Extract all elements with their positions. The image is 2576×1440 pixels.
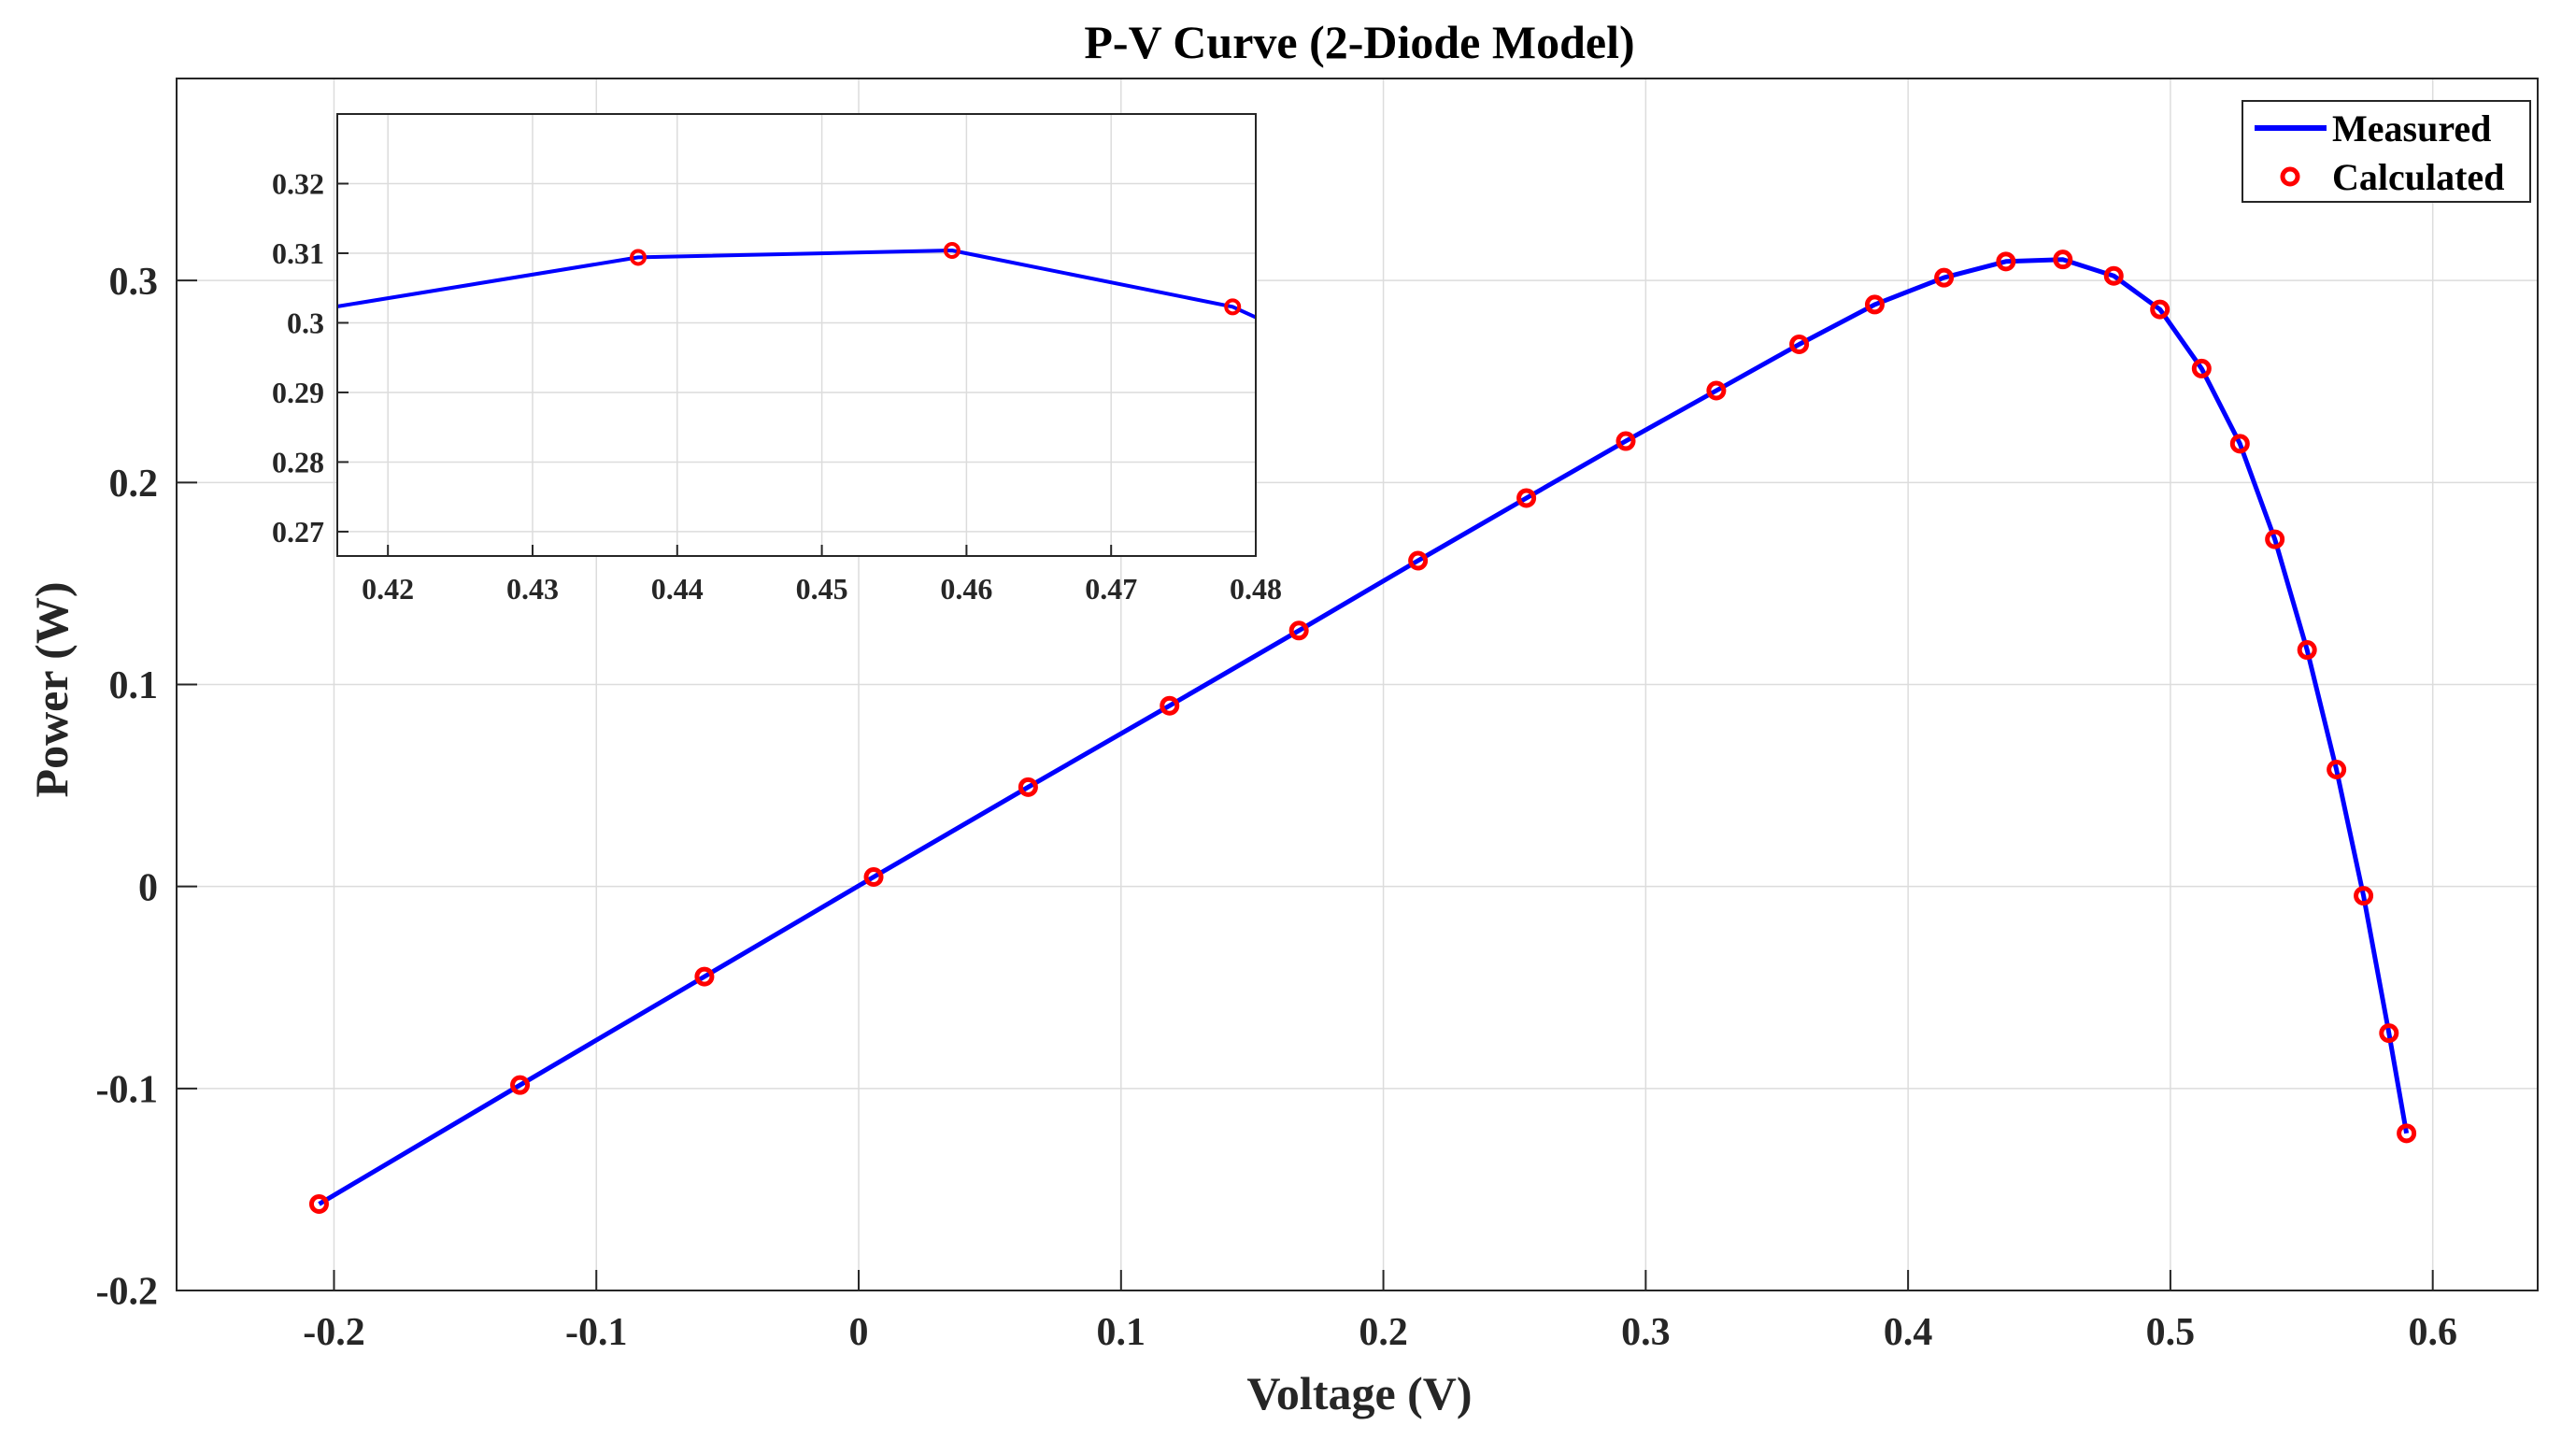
main-x-tick-label: 0.4 xyxy=(1884,1311,1933,1354)
main-calculated-point xyxy=(1615,431,1636,451)
inset-x-tick-labels: 0.42 0.43 0.44 0.45 0.46 0.47 0.48 xyxy=(362,572,1282,606)
legend: Measured Calculated xyxy=(2242,100,2531,203)
inset-plot: 0.42 0.43 0.44 0.45 0.46 0.47 0.48 0.270.280.2… xyxy=(272,113,1282,606)
main-calculated-point xyxy=(2103,265,2124,286)
main-calculated-point xyxy=(1789,334,1810,354)
legend-label-calculated: Calculated xyxy=(2332,156,2504,198)
main-calculated-point xyxy=(2150,299,2170,320)
y-axis-label: Power (W) xyxy=(25,582,78,798)
main-calculated-point xyxy=(308,1193,329,1214)
inset-y-tick-label: 0.32 xyxy=(272,167,324,201)
main-calculated-point xyxy=(1288,620,1309,641)
main-calculated-point xyxy=(2327,760,2347,780)
inset-grid xyxy=(337,114,1257,556)
main-x-tick-label: 0 xyxy=(849,1311,869,1354)
inset-calculated-point xyxy=(629,249,647,266)
main-x-tick-label: 0.1 xyxy=(1097,1311,1146,1354)
main-y-tick-label: -0.1 xyxy=(96,1069,159,1112)
inset-x-tick-label: 0.43 xyxy=(506,572,559,606)
main-y-tick-label: 0.2 xyxy=(109,463,159,506)
main-calculated-point xyxy=(2053,250,2073,270)
main-calculated-point xyxy=(1160,695,1180,716)
main-calculated-point xyxy=(2191,358,2212,378)
inset-lines xyxy=(337,249,1256,320)
main-x-tick-label: 0.5 xyxy=(2146,1311,2196,1354)
inset-y-tick-labels: 0.27 0.28 0.29 0.3 0.31 0.32 xyxy=(272,167,324,549)
inset-y-tick-label: 0.29 xyxy=(272,376,324,409)
inset-calculated-point xyxy=(943,241,961,259)
main-y-tick-label: -0.2 xyxy=(96,1271,159,1314)
inset-y-tick-label: 0.28 xyxy=(272,446,324,479)
inset-plot-border xyxy=(336,113,1257,557)
main-x-tick-label: -0.2 xyxy=(303,1311,365,1354)
main-calculated-point xyxy=(694,966,715,987)
inset-x-tick-label: 0.48 xyxy=(1230,572,1282,606)
inset-series-measured-line xyxy=(337,249,1256,320)
main-plot-border xyxy=(176,78,2539,1291)
main-y-tick-labels: -0.2 -0.1 0 0.1 0.2 0.3 xyxy=(96,261,159,1314)
main-y-tick-label: 0 xyxy=(138,866,158,909)
main-x-tick-label: 0.3 xyxy=(1621,1311,1671,1354)
inset-x-tick-label: 0.46 xyxy=(940,572,992,606)
main-y-tick-label: 0.1 xyxy=(109,664,159,707)
main-calculated-point xyxy=(1018,777,1038,797)
main-calculated-point xyxy=(2354,886,2374,906)
main-x-tick-label: -0.1 xyxy=(565,1311,628,1354)
main-y-tick-label: 0.3 xyxy=(109,261,159,304)
inset-y-tick-label: 0.31 xyxy=(272,236,324,270)
legend-label-measured: Measured xyxy=(2332,107,2491,150)
inset-y-tick-label: 0.3 xyxy=(287,307,324,340)
main-calculated-point xyxy=(2297,640,2317,661)
main-x-tick-label: 0.2 xyxy=(1359,1311,1408,1354)
main-calculated-point xyxy=(1996,251,2016,272)
main-series-measured-line xyxy=(318,257,2410,1206)
main-calculated-point xyxy=(2397,1123,2417,1144)
main-calculated-point xyxy=(863,867,884,888)
main-calculated-point xyxy=(2379,1023,2399,1044)
main-calculated-point xyxy=(1706,380,1727,401)
inset-y-tick-label: 0.27 xyxy=(272,515,324,549)
x-axis-label: Voltage (V) xyxy=(1246,1367,1472,1419)
main-markers xyxy=(308,250,2417,1214)
inset-plot-frame xyxy=(337,114,1256,556)
inset-x-tick-label: 0.45 xyxy=(796,572,848,606)
main-calculated-point xyxy=(2265,529,2285,549)
main-x-tick-label: 0.6 xyxy=(2408,1311,2457,1354)
inset-x-tick-label: 0.42 xyxy=(362,572,414,606)
main-calculated-point xyxy=(2229,434,2250,454)
main-calculated-point xyxy=(510,1075,531,1095)
legend-marker-swatch xyxy=(2280,166,2300,187)
main-calculated-point xyxy=(1864,294,1885,315)
inset-x-tick-label: 0.47 xyxy=(1085,572,1137,606)
main-x-tick-labels: -0.2 -0.1 0 0.1 0.2 0.3 0.4 0.5 0.6 xyxy=(303,1311,2457,1354)
main-calculated-point xyxy=(1408,550,1429,571)
main-calculated-point xyxy=(1516,488,1537,508)
inset-markers xyxy=(629,241,1242,316)
inset-calculated-point xyxy=(1224,298,1242,316)
chart-title: P-V Curve (2-Diode Model) xyxy=(1084,16,1634,68)
main-calculated-point xyxy=(1934,267,1955,288)
main-lines xyxy=(318,257,2410,1206)
inset-x-tick-label: 0.44 xyxy=(651,572,704,606)
